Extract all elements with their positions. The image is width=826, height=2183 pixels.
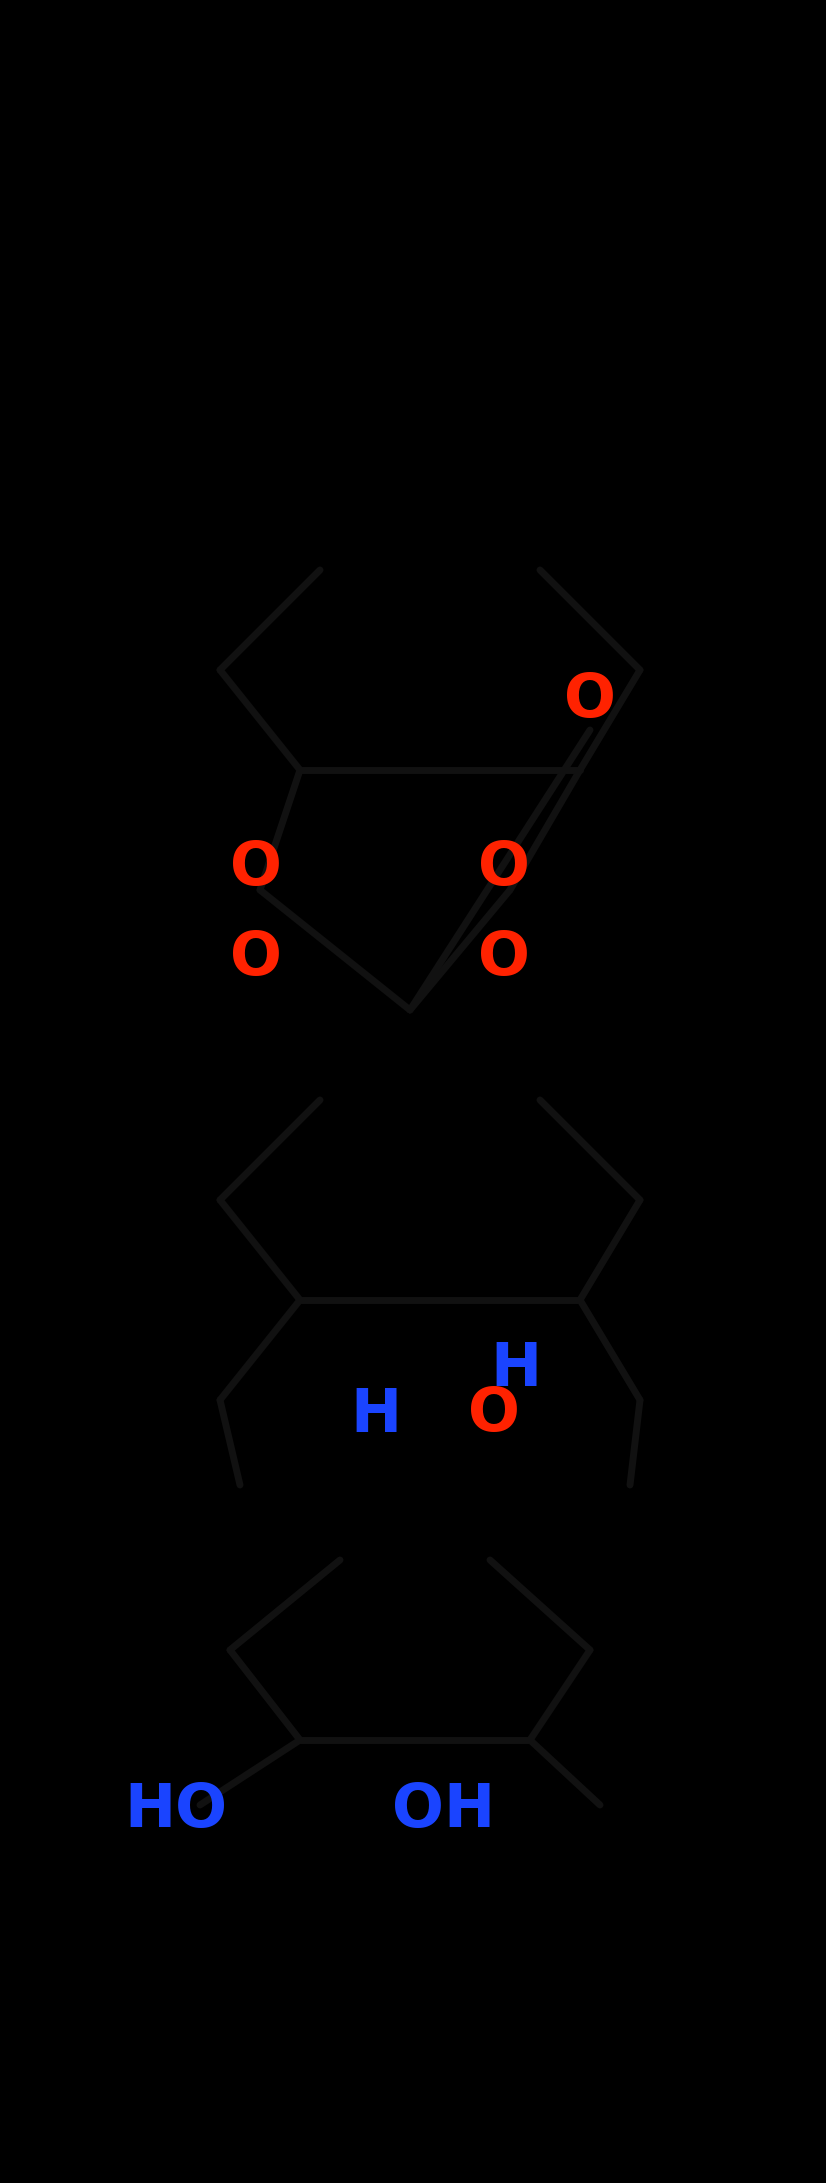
Text: O: O	[478, 838, 530, 897]
Text: O: O	[468, 1386, 520, 1445]
Text: OH: OH	[392, 1781, 496, 1840]
Text: O: O	[478, 928, 530, 987]
Text: H: H	[350, 1386, 401, 1445]
Text: O: O	[230, 838, 282, 897]
Text: O: O	[564, 670, 616, 729]
Text: HO: HO	[125, 1781, 227, 1840]
Text: H: H	[491, 1340, 542, 1399]
Text: O: O	[230, 928, 282, 987]
